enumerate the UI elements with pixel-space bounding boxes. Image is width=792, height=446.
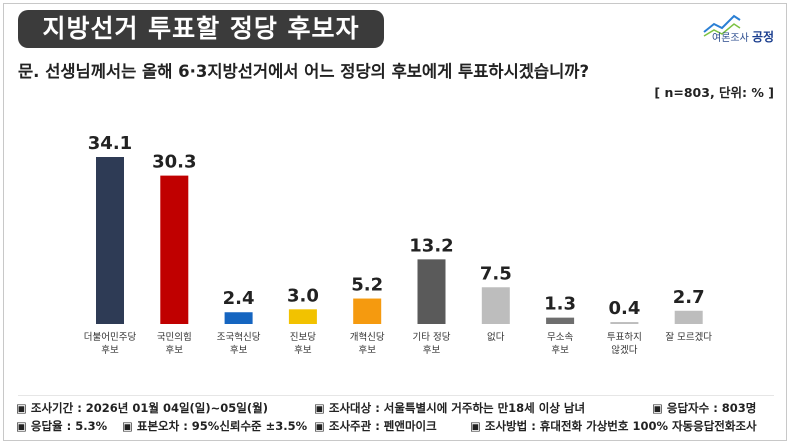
- bar-9: [674, 310, 703, 324]
- footer-response-rate: ▣ 응답율 : 5.3%: [16, 419, 108, 433]
- category-label-3-0: 진보당: [290, 332, 316, 343]
- logo-brand: 공정: [752, 30, 775, 44]
- survey-footer: ▣ 조사기간 : 2026년 01월 04일(일)~05일(월) ▣ 조사대상 …: [16, 400, 786, 436]
- bar-5: [417, 259, 446, 324]
- footer-period: ▣ 조사기간 : 2026년 01월 04일(일)~05일(월): [16, 401, 268, 415]
- value-label-1: 30.3: [152, 152, 196, 173]
- bar-4: [353, 298, 382, 324]
- bar-3: [288, 309, 317, 324]
- logo: 여론조사 공정: [712, 28, 774, 45]
- category-label-7-1: 후보: [551, 345, 569, 356]
- value-label-7: 1.3: [544, 294, 576, 315]
- footer-target: ▣ 조사대상 : 서울특별시에 거주하는 만18세 이상 남녀: [314, 401, 586, 415]
- category-label-4-1: 후보: [358, 345, 376, 356]
- sample-note: [ n=803, 단위: % ]: [654, 85, 774, 100]
- category-label-2-0: 조국혁신당: [217, 332, 261, 343]
- survey-question: 문. 선생님께서는 올해 6·3지방선거에서 어느 정당의 후보에게 투표하시겠…: [18, 62, 590, 81]
- category-label-6-0: 없다: [487, 331, 505, 343]
- category-label-1-0: 국민의힘: [157, 332, 192, 343]
- value-label-3: 3.0: [287, 285, 319, 306]
- value-label-5: 13.2: [409, 235, 453, 256]
- bar-8: [610, 322, 639, 324]
- category-label-8-0: 투표하지: [607, 331, 642, 343]
- value-label-2: 2.4: [223, 288, 255, 309]
- footer-margin-error: ▣ 표본오차 : 95%신뢰수준 ±3.5%: [122, 419, 308, 433]
- footer-row-2: ▣ 응답율 : 5.3% ▣ 표본오차 : 95%신뢰수준 ±3.5% ▣ 조사…: [16, 418, 786, 436]
- category-label-5-1: 후보: [423, 345, 441, 356]
- bar-6: [481, 287, 510, 324]
- value-label-8: 0.4: [608, 298, 640, 319]
- value-label-0: 34.1: [88, 133, 132, 154]
- category-label-8-1: 않겠다: [611, 345, 637, 356]
- category-label-7-0: 무소속: [547, 332, 573, 343]
- category-label-3-1: 후보: [294, 345, 312, 356]
- category-label-4-0: 개혁신당: [350, 332, 385, 343]
- category-label-0-1: 후보: [101, 345, 119, 356]
- slide-title: 지방선거 투표할 정당 후보자: [18, 10, 384, 48]
- value-label-6: 7.5: [480, 263, 512, 284]
- logo-chart-icon: [703, 14, 741, 37]
- footer-divider: [18, 395, 774, 396]
- logo-text: 여론조사: [712, 33, 749, 44]
- footer-row-1: ▣ 조사기간 : 2026년 01월 04일(일)~05일(월) ▣ 조사대상 …: [16, 400, 786, 418]
- category-label-0-0: 더불어민주당: [84, 332, 137, 343]
- footer-method: ▣ 조사방법 : 휴대전화 가상번호 100% 자동응답전화조사: [470, 419, 757, 433]
- slide-frame: [3, 3, 787, 441]
- category-label-1-1: 후보: [166, 345, 184, 356]
- category-label-5-0: 기타 정당: [413, 332, 451, 343]
- category-label-2-1: 후보: [230, 345, 248, 356]
- bar-0: [96, 157, 124, 324]
- category-label-9-0: 잘 모르겠다: [665, 331, 712, 343]
- value-label-4: 5.2: [351, 275, 383, 296]
- footer-sponsor: ▣ 조사주관 : 펜앤마이크: [314, 419, 437, 433]
- footer-respondents: ▣ 응답자수 : 803명: [652, 401, 757, 415]
- bar-1: [160, 175, 189, 324]
- bar-7: [546, 317, 575, 324]
- value-label-9: 2.7: [673, 287, 705, 308]
- bar-2: [224, 312, 253, 324]
